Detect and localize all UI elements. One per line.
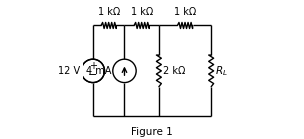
- Text: −: −: [88, 70, 98, 80]
- Text: 1 kΩ: 1 kΩ: [98, 7, 120, 17]
- Text: 12 V: 12 V: [58, 66, 80, 76]
- Circle shape: [81, 59, 105, 83]
- Text: 4 mA: 4 mA: [86, 66, 111, 76]
- Text: $R_L$: $R_L$: [215, 64, 227, 78]
- Text: 2 kΩ: 2 kΩ: [163, 66, 185, 76]
- Circle shape: [113, 59, 136, 83]
- Text: +: +: [89, 61, 97, 71]
- Text: 1 kΩ: 1 kΩ: [174, 7, 196, 17]
- Text: 1 kΩ: 1 kΩ: [130, 7, 153, 17]
- Text: Figure 1: Figure 1: [131, 127, 173, 137]
